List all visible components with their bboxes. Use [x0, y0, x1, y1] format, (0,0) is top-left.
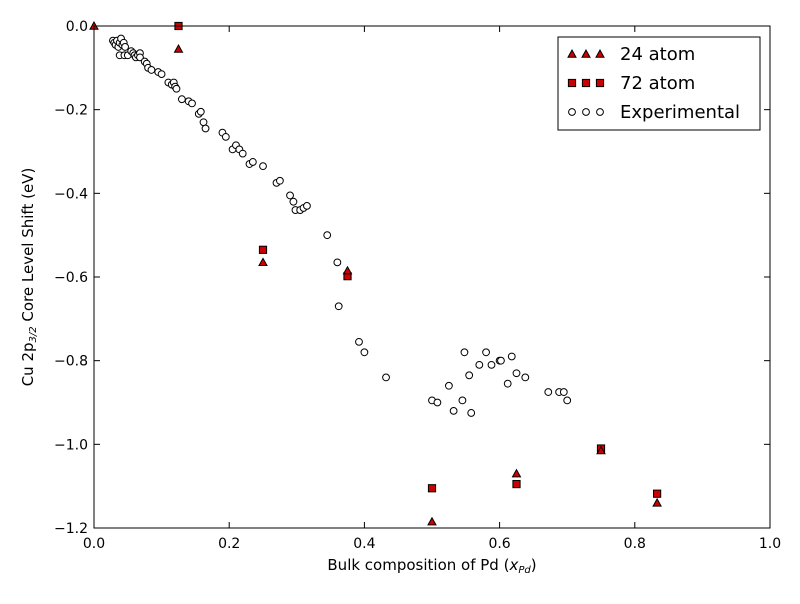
data-point-24-atom-5 [511, 468, 522, 478]
y-tick-label: −0.2 [54, 103, 88, 119]
axes: 0.0 0.2 0.4 0.6 0.8 1.0 0.0 −0.2 −0.4 −0.6 −0.8 −1.… [54, 19, 781, 552]
y-tick-label: 0.0 [66, 19, 88, 35]
legend-label-72-atom: 72 atom [620, 73, 695, 94]
y-axis-label-suffix: Core Level Shift (eV) [19, 168, 37, 327]
data-point-experimental-23 [147, 66, 156, 74]
data-point-experimental-74 [503, 379, 512, 388]
y-tick-label: −1.2 [54, 521, 88, 537]
x-axis-label-close: ) [531, 556, 537, 574]
data-point-experimental-45 [248, 158, 257, 166]
data-point-experimental-80 [559, 388, 568, 396]
data-point-24-atom-7 [652, 497, 662, 507]
data-point-experimental-68 [467, 409, 476, 417]
data-point-72-atom-4 [512, 479, 521, 489]
data-point-experimental-31 [177, 95, 186, 104]
y-tick-label: −1.0 [54, 437, 88, 453]
x-tick-label: 0.8 [624, 536, 646, 552]
data-point-experimental-48 [276, 176, 284, 185]
x-axis-label-var: x [508, 556, 518, 574]
data-point-experimental-71 [487, 360, 496, 369]
data-point-experimental-37 [201, 124, 210, 133]
data-point-experimental-59 [360, 348, 369, 357]
x-tick-label: 0.0 [83, 536, 105, 552]
data-point-experimental-43 [238, 149, 247, 158]
data-point-experimental-62 [433, 398, 442, 407]
data-point-experimental-55 [323, 231, 332, 240]
data-point-24-atom-3 [342, 265, 353, 275]
legend-marker-experimental [582, 108, 590, 116]
data-point-experimental-58 [355, 337, 363, 346]
legend-label-experimental: Experimental [620, 102, 740, 123]
x-axis-label-sub: Pd [518, 565, 531, 576]
legend-marker-24-atom [567, 48, 577, 58]
data-point-experimental-75 [507, 352, 516, 361]
data-point-experimental-30 [172, 84, 181, 93]
legend-marker-experimental [568, 108, 576, 116]
data-point-experimental-35 [196, 107, 205, 116]
data-point-experimental-76 [512, 369, 521, 378]
data-point-experimental-46 [259, 162, 267, 171]
legend-marker-experimental [596, 108, 604, 116]
data-point-experimental-65 [458, 396, 467, 405]
data-point-72-atom-3 [427, 484, 437, 493]
data-point-24-atom-2 [258, 257, 268, 267]
data-point-experimental-60 [382, 373, 390, 382]
y-tick-label: −0.6 [54, 270, 88, 286]
y-axis-label: Cu 2p3/2 Core Level Shift (eV) [19, 168, 39, 387]
data-marks [89, 20, 662, 526]
y-tick-label: −0.4 [54, 186, 88, 202]
legend-box [557, 36, 761, 131]
data-point-experimental-19 [136, 53, 144, 62]
data-point-experimental-25 [157, 70, 166, 79]
x-axis-label: Bulk composition of Pd (xPd) [327, 556, 536, 576]
legend-marker-72-atom [581, 78, 591, 88]
legend-label-24-atom: 24 atom [620, 44, 695, 65]
data-point-experimental-39 [221, 132, 230, 141]
axis-labels: Bulk composition of Pd (xPd) Cu 2p3/2 Co… [19, 168, 537, 576]
legend-marker-24-atom [581, 48, 591, 58]
data-point-experimental-49 [286, 191, 294, 200]
data-point-24-atom-1 [173, 43, 184, 53]
data-point-experimental-64 [449, 406, 458, 415]
data-point-72-atom-1 [258, 245, 268, 254]
data-point-experimental-73 [497, 356, 505, 365]
data-point-experimental-78 [544, 388, 553, 396]
x-tick-label: 0.4 [353, 536, 375, 552]
legend-marker-72-atom [567, 78, 577, 88]
x-tick-label: 0.2 [218, 536, 240, 552]
data-point-experimental-57 [334, 302, 343, 311]
data-point-experimental-63 [445, 381, 453, 390]
data-point-experimental-70 [482, 348, 490, 357]
data-point-experimental-69 [475, 360, 484, 369]
data-point-experimental-50 [289, 197, 298, 206]
data-point-experimental-54 [303, 201, 311, 210]
y-axis-label-sub: 3/2 [28, 326, 39, 342]
y-axis-label-prefix: Cu 2p [19, 342, 37, 386]
legend-marker-24-atom [595, 48, 605, 58]
legend: 24 atom 72 atom Experimental [557, 36, 761, 131]
data-point-experimental-33 [188, 99, 196, 108]
data-point-72-atom-6 [653, 489, 662, 498]
x-tick-label: 1.0 [759, 536, 781, 552]
data-point-experimental-36 [199, 118, 208, 127]
data-point-24-atom-6 [596, 445, 606, 455]
data-point-experimental-81 [563, 396, 572, 405]
data-point-24-atom-4 [427, 516, 437, 526]
data-point-experimental-9 [121, 43, 129, 51]
data-point-experimental-56 [333, 258, 342, 267]
data-point-experimental-67 [465, 371, 474, 380]
x-tick-label: 0.6 [488, 536, 510, 552]
data-point-experimental-66 [460, 348, 469, 357]
y-tick-label: −0.8 [54, 354, 88, 370]
legend-marker-72-atom [595, 78, 605, 88]
x-axis-label-main: Bulk composition of Pd ( [327, 556, 509, 574]
data-point-experimental-77 [521, 373, 530, 382]
